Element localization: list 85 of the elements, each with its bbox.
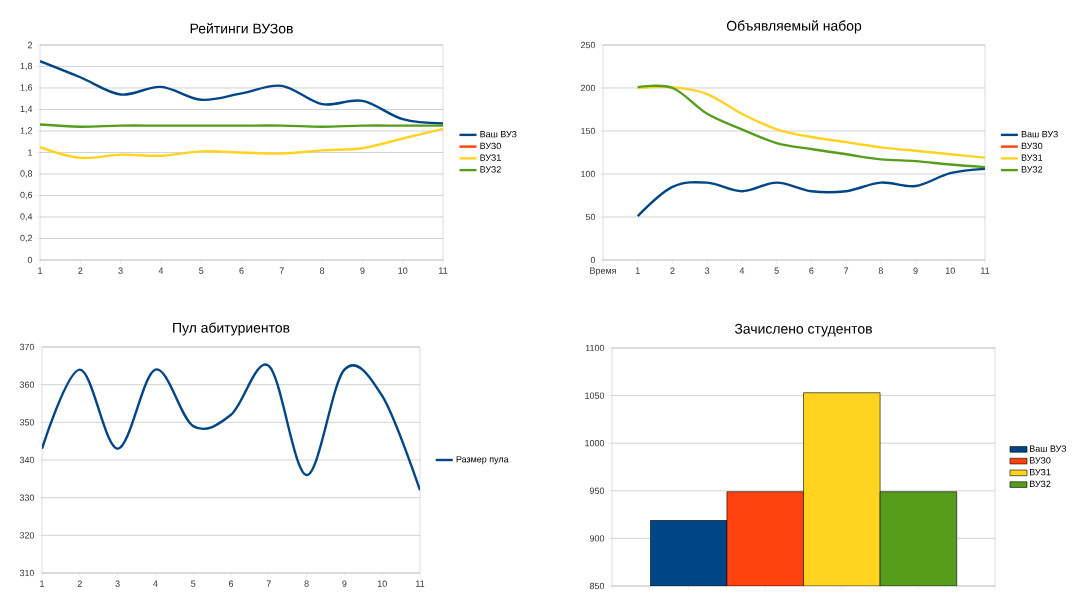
- x-tick-label: 6: [239, 267, 244, 274]
- y-tick-label: 900: [589, 535, 605, 542]
- y-tick-label: 0,4: [20, 213, 33, 221]
- y-tick-label: 0,2: [20, 234, 33, 243]
- x-tick-label: 2: [77, 580, 82, 587]
- x-tick-label: 3: [118, 267, 123, 274]
- x-tick-label: 2: [670, 267, 675, 274]
- line-series: [40, 59, 443, 125]
- x-tick-label: 7: [844, 267, 849, 274]
- x-tick-label: 3: [705, 267, 710, 274]
- line-series: [40, 127, 443, 160]
- x-tick-label: 7: [279, 267, 284, 274]
- x-tick-label: 5: [199, 267, 204, 274]
- x-tick-label: 10: [398, 267, 408, 274]
- y-tick-label: 1,4: [20, 105, 33, 114]
- y-tick-label: 1100: [585, 344, 605, 352]
- line-series: [636, 167, 986, 218]
- y-tick-label: 0,8: [20, 170, 33, 178]
- legend-label: Ваш ВУЗ: [1021, 131, 1058, 138]
- legend-label: ВУЗ2: [480, 166, 501, 173]
- legend-label: ВУЗ0: [1030, 457, 1051, 464]
- x-tick-label: 5: [191, 580, 196, 587]
- y-tick-label: 330: [19, 494, 35, 501]
- x-tick-label: 8: [304, 580, 309, 587]
- legend-label: ВУЗ0: [480, 142, 501, 150]
- chart-title: Зачислено студентов: [734, 323, 872, 337]
- y-tick-label: 100: [581, 170, 596, 178]
- x-tick-label: 7: [266, 580, 271, 587]
- y-tick-label: 1,8: [20, 62, 33, 71]
- legend-label: ВУЗ0: [1021, 142, 1043, 150]
- x-tick-label: 11: [439, 267, 448, 274]
- y-tick-label: 850: [589, 582, 605, 590]
- y-tick-label: 1050: [585, 392, 605, 399]
- x-tick-label: 1: [38, 267, 43, 274]
- x-tick-label: 11: [981, 267, 990, 274]
- legend-label: ВУЗ1: [480, 154, 501, 161]
- y-tick-label: 0: [590, 256, 596, 264]
- legend-label: ВУЗ2: [1030, 480, 1051, 488]
- x-tick-label: 4: [158, 267, 164, 274]
- legend-label: ВУЗ1: [1030, 468, 1051, 476]
- x-tick-label: 9: [342, 580, 347, 587]
- x-tick-label: 1: [635, 267, 640, 274]
- legend-label: Размер пула: [456, 456, 509, 465]
- legend-label: ВУЗ2: [1021, 166, 1043, 173]
- chart-title: Объявляемый набор: [726, 20, 862, 34]
- legend-label: ВУЗ1: [1021, 154, 1043, 161]
- y-tick-label: 150: [581, 127, 596, 135]
- y-tick-label: 340: [19, 456, 35, 464]
- legend-label: Ваш ВУЗ: [1030, 445, 1067, 452]
- chart-title: Рейтинги ВУЗов: [190, 23, 293, 34]
- x-tick-label: 2: [78, 267, 83, 274]
- y-tick-label: 950: [589, 487, 605, 494]
- y-tick-label: 320: [19, 532, 35, 539]
- x-tick-label: 4: [153, 580, 158, 587]
- y-tick-label: 370: [19, 343, 35, 351]
- y-tick-label: 1,2: [20, 127, 33, 135]
- y-tick-label: 1000: [585, 440, 605, 447]
- x-tick-label: 4: [739, 267, 745, 274]
- y-tick-label: 250: [580, 41, 596, 49]
- x-tick-label: 10: [945, 267, 955, 274]
- y-tick-label: 360: [19, 381, 35, 388]
- x-tick-label: 6: [809, 267, 814, 274]
- y-tick-label: 200: [580, 84, 596, 92]
- y-tick-label: 50: [585, 213, 596, 221]
- x-tick-label: 5: [774, 267, 779, 274]
- x-tick-label: 9: [360, 267, 365, 274]
- x-tick-label: 8: [878, 267, 883, 274]
- y-tick-label: 0: [27, 256, 33, 264]
- line-series: [42, 364, 420, 492]
- y-tick-label: 350: [19, 419, 35, 426]
- x-tick-label: 6: [228, 580, 234, 587]
- x-tick-label: 8: [320, 267, 325, 274]
- y-tick-label: 0,6: [20, 191, 33, 200]
- x-tick-label: 11: [416, 580, 425, 587]
- y-tick-label: 1: [28, 149, 33, 156]
- y-tick-label: 2: [27, 41, 33, 49]
- chart-title: Пул абитуриентов: [173, 322, 290, 336]
- x-tick-label: 1: [40, 580, 45, 587]
- y-tick-label: 310: [19, 569, 35, 577]
- x-tick-label: 10: [377, 580, 387, 587]
- x-tick-label: 9: [913, 267, 918, 274]
- x-tick-label: Время: [590, 267, 616, 276]
- legend-label: Ваш ВУЗ: [480, 131, 517, 138]
- y-tick-label: 1,6: [20, 84, 33, 92]
- x-tick-label: 3: [115, 580, 120, 587]
